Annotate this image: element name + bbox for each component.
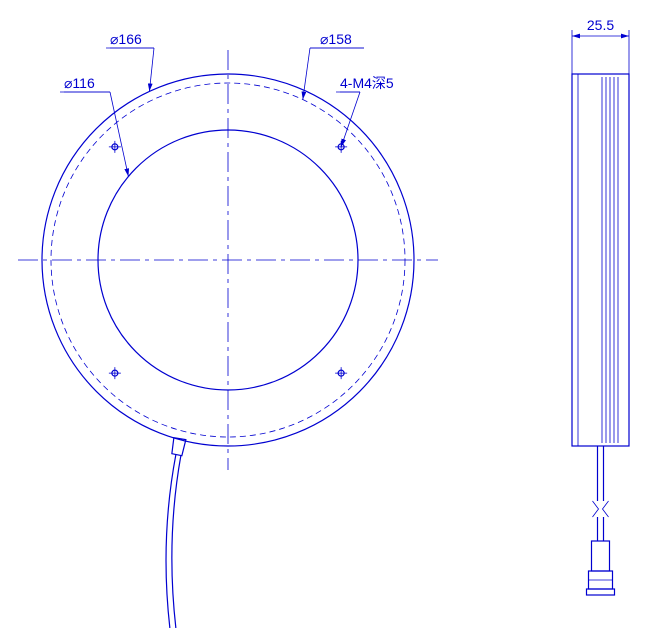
d166-leader — [149, 48, 154, 91]
d116-text: ⌀116 — [64, 75, 95, 91]
holes-text: 4-M4深5 — [340, 75, 394, 91]
connector — [592, 541, 610, 571]
d158-text: ⌀158 — [320, 31, 352, 47]
holes-leader — [341, 92, 360, 147]
side-view — [572, 74, 629, 595]
cable-wire — [172, 456, 181, 628]
cable-wire — [166, 455, 176, 628]
d166-text: ⌀166 — [110, 31, 142, 47]
front-view — [18, 50, 438, 628]
side-body — [572, 74, 629, 446]
break-mark — [593, 501, 609, 517]
annotations: 25.5 ⌀166 ⌀158 ⌀116 4-M4深5 — [60, 17, 629, 176]
dim-text-depth: 25.5 — [587, 17, 614, 33]
